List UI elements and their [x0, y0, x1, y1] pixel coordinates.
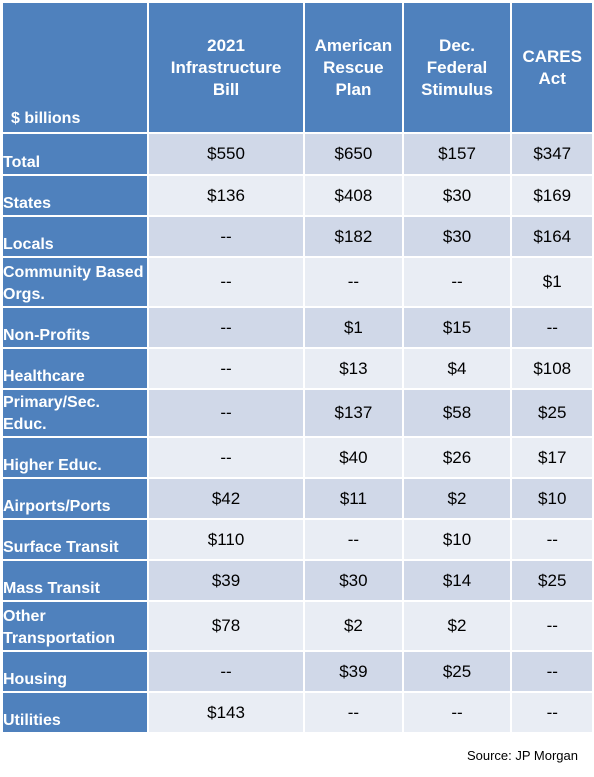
- table-row: Community Based Orgs. -- -- -- $1: [1, 256, 594, 308]
- value-cell: --: [510, 600, 594, 652]
- value-cell: $26: [401, 436, 513, 479]
- value-cell: $1: [510, 256, 594, 308]
- value-cell: $1: [303, 306, 404, 349]
- table-row: Surface Transit $110 -- $10 --: [1, 518, 594, 561]
- row-label: Primary/Sec. Educ.: [1, 388, 149, 438]
- value-cell: $408: [303, 174, 404, 217]
- row-label: Housing: [1, 650, 149, 693]
- column-header-dec-federal-stimulus: Dec. Federal Stimulus: [401, 1, 513, 134]
- value-cell: $30: [303, 559, 404, 602]
- value-cell: --: [510, 650, 594, 693]
- value-cell: $58: [401, 388, 513, 438]
- value-cell: $13: [303, 347, 404, 390]
- value-cell: $78: [146, 600, 306, 652]
- value-cell: $182: [303, 215, 404, 258]
- value-cell: --: [303, 691, 404, 734]
- value-cell: $39: [303, 650, 404, 693]
- value-cell: $15: [401, 306, 513, 349]
- value-cell: --: [146, 347, 306, 390]
- funding-table: $ billions 2021 Infrastructure Bill Amer…: [1, 1, 594, 734]
- value-cell: $30: [401, 174, 513, 217]
- value-cell: --: [510, 691, 594, 734]
- value-cell: $347: [510, 132, 594, 176]
- value-cell: $143: [146, 691, 306, 734]
- row-label: Utilities: [1, 691, 149, 734]
- value-cell: $110: [146, 518, 306, 561]
- value-cell: --: [401, 256, 513, 308]
- value-cell: --: [146, 256, 306, 308]
- value-cell: --: [401, 691, 513, 734]
- value-cell: --: [510, 306, 594, 349]
- row-label: States: [1, 174, 149, 217]
- value-cell: $25: [510, 388, 594, 438]
- value-cell: $40: [303, 436, 404, 479]
- value-cell: --: [146, 650, 306, 693]
- row-label: Airports/Ports: [1, 477, 149, 520]
- row-label: Total: [1, 132, 149, 176]
- value-cell: $39: [146, 559, 306, 602]
- value-cell: --: [146, 388, 306, 438]
- value-cell: $650: [303, 132, 404, 176]
- value-cell: $2: [401, 477, 513, 520]
- value-cell: $30: [401, 215, 513, 258]
- value-cell: $17: [510, 436, 594, 479]
- row-label: Mass Transit: [1, 559, 149, 602]
- row-label: Locals: [1, 215, 149, 258]
- header-row: $ billions 2021 Infrastructure Bill Amer…: [1, 1, 594, 134]
- row-label: Non-Profits: [1, 306, 149, 349]
- value-cell: $25: [401, 650, 513, 693]
- value-cell: --: [510, 518, 594, 561]
- value-cell: $137: [303, 388, 404, 438]
- column-header-cares-act: CARES Act: [510, 1, 594, 134]
- table-row: Mass Transit $39 $30 $14 $25: [1, 559, 594, 602]
- table-row: Housing -- $39 $25 --: [1, 650, 594, 693]
- table-row: Healthcare -- $13 $4 $108: [1, 347, 594, 390]
- row-label: Surface Transit: [1, 518, 149, 561]
- value-cell: $11: [303, 477, 404, 520]
- value-cell: $164: [510, 215, 594, 258]
- column-header-infrastructure-bill: 2021 Infrastructure Bill: [146, 1, 306, 134]
- unit-label: $ billions: [1, 1, 149, 134]
- table-row: States $136 $408 $30 $169: [1, 174, 594, 217]
- value-cell: $169: [510, 174, 594, 217]
- column-header-american-rescue-plan: American Rescue Plan: [303, 1, 404, 134]
- value-cell: $10: [401, 518, 513, 561]
- value-cell: $2: [401, 600, 513, 652]
- row-label: Community Based Orgs.: [1, 256, 149, 308]
- value-cell: $157: [401, 132, 513, 176]
- value-cell: $2: [303, 600, 404, 652]
- table-row: Airports/Ports $42 $11 $2 $10: [1, 477, 594, 520]
- value-cell: $550: [146, 132, 306, 176]
- value-cell: --: [146, 215, 306, 258]
- row-label: Other Transportation: [1, 600, 149, 652]
- value-cell: $14: [401, 559, 513, 602]
- table-row: Other Transportation $78 $2 $2 --: [1, 600, 594, 652]
- value-cell: --: [303, 256, 404, 308]
- source-note: Source: JP Morgan: [466, 748, 578, 763]
- table-row: Primary/Sec. Educ. -- $137 $58 $25: [1, 388, 594, 438]
- table-row: Non-Profits -- $1 $15 --: [1, 306, 594, 349]
- table-row: Utilities $143 -- -- --: [1, 691, 594, 734]
- value-cell: --: [303, 518, 404, 561]
- table-row: Total $550 $650 $157 $347: [1, 132, 594, 176]
- value-cell: $136: [146, 174, 306, 217]
- table-row: Locals -- $182 $30 $164: [1, 215, 594, 258]
- row-label: Higher Educ.: [1, 436, 149, 479]
- row-label: Healthcare: [1, 347, 149, 390]
- value-cell: $10: [510, 477, 594, 520]
- value-cell: --: [146, 306, 306, 349]
- value-cell: $108: [510, 347, 594, 390]
- table-row: Higher Educ. -- $40 $26 $17: [1, 436, 594, 479]
- value-cell: $42: [146, 477, 306, 520]
- value-cell: $4: [401, 347, 513, 390]
- value-cell: --: [146, 436, 306, 479]
- value-cell: $25: [510, 559, 594, 602]
